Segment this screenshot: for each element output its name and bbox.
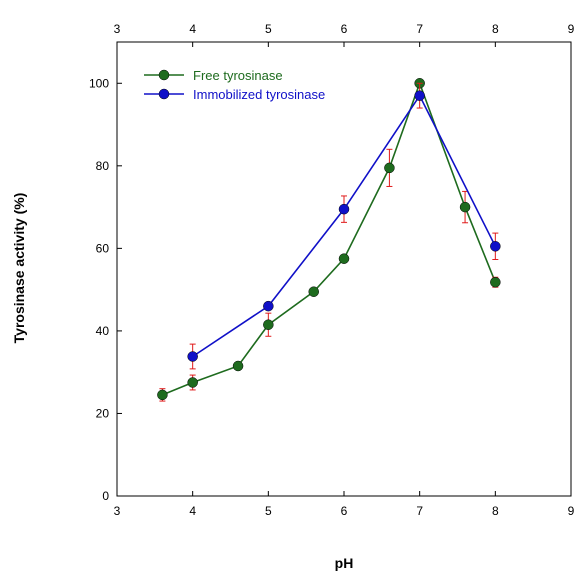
x-tick-label-bottom: 8 xyxy=(492,504,499,518)
x-tick-label-bottom: 6 xyxy=(341,504,348,518)
legend-marker xyxy=(158,69,170,81)
legend-label: Immobilized tyrosinase xyxy=(193,87,325,102)
series-line xyxy=(192,94,497,358)
legend-marker xyxy=(158,88,170,100)
data-point xyxy=(384,162,395,174)
series-line xyxy=(162,80,497,396)
data-point xyxy=(157,389,168,401)
data-point xyxy=(490,276,501,288)
legend: Free tyrosinase Immobilized tyrosinase xyxy=(144,68,325,102)
data-point xyxy=(490,241,501,252)
data-point xyxy=(187,351,198,362)
x-tick-label-bottom: 4 xyxy=(189,504,196,518)
y-tick-label: 0 xyxy=(102,489,109,503)
data-series xyxy=(157,78,501,402)
legend-label: Free tyrosinase xyxy=(193,68,283,83)
axes xyxy=(116,41,572,497)
x-tick-label-top: 5 xyxy=(265,22,272,36)
data-point xyxy=(263,319,274,330)
x-tick-label-top: 8 xyxy=(492,22,499,36)
y-axis-label: Tyrosinase activity (%) xyxy=(11,193,27,344)
y-tick-label: 60 xyxy=(96,241,110,255)
plot-frame xyxy=(116,41,572,497)
x-tick-label-top: 4 xyxy=(189,22,196,36)
ticks: 3 3 4 4 5 5 6 6 7 7 8 8 9 9 0 20 40 60 80 100 xyxy=(89,22,575,518)
x-tick-label-top: 7 xyxy=(416,22,423,36)
y-tick-label: 100 xyxy=(89,76,109,90)
series-immobilized-tyrosinase xyxy=(187,82,501,370)
data-point xyxy=(232,360,244,372)
data-point xyxy=(414,90,425,101)
series-free-tyrosinase xyxy=(157,78,501,402)
x-tick-label-top: 9 xyxy=(568,22,575,36)
x-axis-label: pH xyxy=(335,555,354,571)
data-point xyxy=(187,377,198,388)
x-tick-label-bottom: 7 xyxy=(416,504,423,518)
x-tick-label-bottom: 3 xyxy=(114,504,121,518)
data-point xyxy=(338,203,350,215)
y-tick-label: 40 xyxy=(96,324,110,338)
data-point xyxy=(338,253,350,264)
y-tick-label: 80 xyxy=(96,159,110,173)
data-point xyxy=(459,201,471,213)
data-point xyxy=(263,300,274,312)
x-tick-label-top: 6 xyxy=(341,22,348,36)
x-tick-label-bottom: 5 xyxy=(265,504,272,518)
x-tick-label-bottom: 9 xyxy=(568,504,575,518)
y-tick-label: 20 xyxy=(96,406,110,420)
data-point xyxy=(308,286,319,297)
x-tick-label-top: 3 xyxy=(114,22,121,36)
